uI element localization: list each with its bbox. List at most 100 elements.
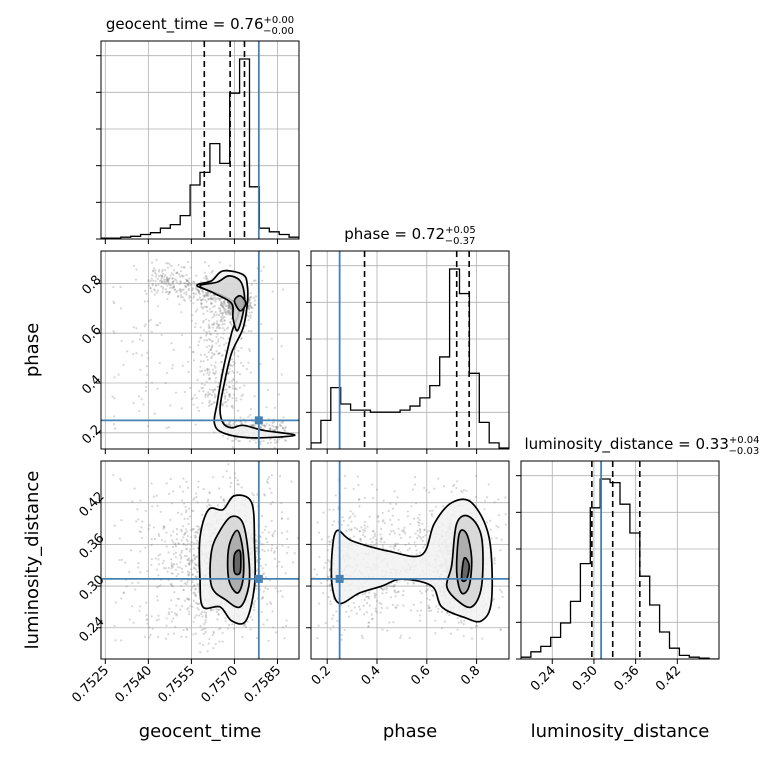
sample-point: [240, 346, 243, 349]
sample-point: [189, 295, 193, 298]
sample-point: [176, 566, 180, 569]
sample-point: [231, 387, 234, 390]
sample-point: [237, 349, 240, 353]
sample-point: [383, 541, 386, 544]
sample-point: [238, 373, 241, 376]
sample-point: [160, 277, 163, 280]
sample-point: [212, 323, 216, 326]
sample-point: [171, 539, 174, 542]
sample-point: [417, 524, 421, 527]
sample-point: [167, 282, 170, 285]
sample-point: [155, 273, 158, 276]
sample-point: [261, 279, 264, 282]
sample-point: [225, 304, 228, 307]
sample-point: [161, 270, 164, 273]
sample-point: [151, 627, 154, 630]
sample-point: [244, 623, 247, 626]
sample-point: [393, 532, 396, 535]
sample-point: [182, 628, 185, 632]
sample-point: [237, 355, 240, 358]
sample-point: [192, 359, 196, 362]
sample-point: [223, 397, 227, 400]
sample-point: [193, 283, 196, 286]
sample-point: [212, 353, 215, 356]
sample-point: [394, 544, 397, 548]
sample-point: [169, 283, 172, 286]
sample-point: [198, 602, 201, 605]
sample-point: [357, 483, 360, 487]
sample-point: [152, 288, 156, 291]
sample-point: [213, 372, 216, 375]
sample-point: [195, 576, 198, 579]
sample-point: [251, 492, 254, 495]
sample-point: [490, 537, 493, 540]
sample-point: [167, 633, 170, 636]
sample-point: [164, 637, 168, 640]
sample-point: [195, 396, 198, 400]
sample-point: [221, 404, 224, 407]
sample-point: [128, 570, 131, 574]
sample-point: [207, 392, 210, 396]
sample-point: [282, 416, 285, 419]
sample-point: [446, 611, 449, 615]
sample-point: [280, 501, 283, 505]
sample-point: [174, 551, 178, 554]
sample-point: [365, 595, 368, 598]
sample-point: [194, 601, 198, 604]
sample-point: [139, 334, 142, 337]
sample-point: [217, 306, 220, 310]
sample-point: [202, 360, 205, 363]
sample-point: [256, 493, 259, 496]
sample-point: [269, 438, 272, 441]
sample-point: [214, 311, 217, 314]
sample-point: [276, 425, 279, 428]
sample-point: [215, 350, 218, 353]
sample-point: [227, 326, 230, 329]
sample-point: [216, 608, 220, 611]
sample-point: [272, 421, 275, 424]
sample-point: [170, 620, 173, 623]
sample-point: [214, 395, 217, 398]
sample-point: [175, 291, 178, 294]
sample-point: [183, 532, 186, 535]
sample-point: [159, 321, 162, 325]
histogram-luminosity_distance: [521, 478, 719, 659]
sample-point: [190, 509, 193, 512]
sample-point: [176, 542, 180, 545]
sample-point: [408, 636, 411, 640]
sample-point: [137, 581, 140, 584]
sample-point: [382, 519, 385, 522]
sample-point: [217, 314, 221, 317]
sample-point: [278, 474, 282, 478]
sample-point: [499, 549, 502, 552]
sample-point: [449, 632, 452, 635]
sample-point: [266, 603, 269, 606]
sample-point: [194, 587, 197, 590]
sample-point: [222, 498, 225, 501]
sample-point: [220, 336, 223, 339]
sample-point: [207, 368, 211, 371]
sample-point: [359, 537, 362, 540]
sample-point: [164, 381, 167, 385]
sample-point: [214, 388, 217, 391]
sample-point: [221, 323, 224, 326]
sample-point: [340, 523, 343, 527]
sample-point: [225, 388, 228, 391]
sample-point: [426, 588, 430, 591]
sample-point: [431, 509, 434, 512]
sample-point: [422, 546, 425, 549]
sample-point: [230, 357, 234, 361]
sample-point: [207, 297, 210, 301]
sample-point: [190, 568, 193, 571]
sample-point: [393, 590, 396, 593]
sample-point: [243, 384, 246, 387]
sample-point: [247, 306, 250, 309]
sample-point: [212, 298, 215, 301]
sample-point: [504, 513, 507, 516]
contour-level-3: [232, 549, 242, 576]
sample-point: [205, 330, 208, 334]
sample-point: [183, 582, 186, 585]
sample-point: [273, 551, 276, 554]
sample-point: [211, 270, 214, 273]
sample-point: [182, 502, 186, 505]
